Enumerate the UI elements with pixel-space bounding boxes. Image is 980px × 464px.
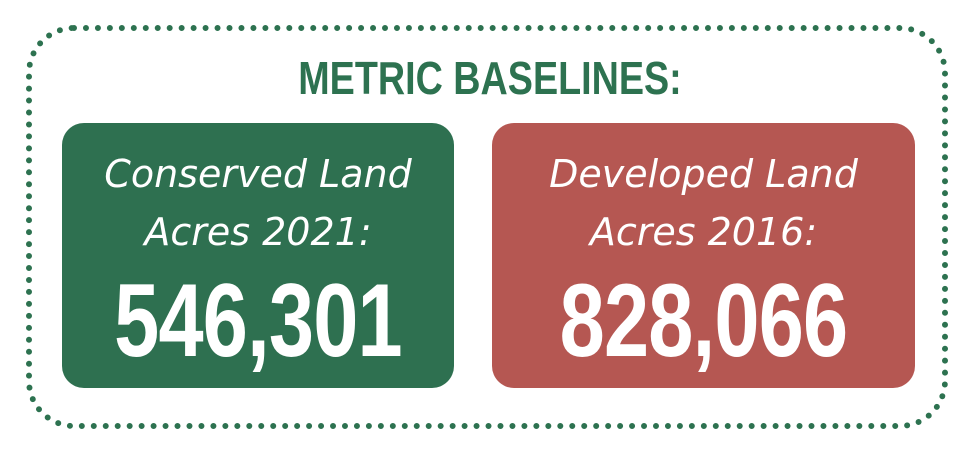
dotted-frame	[26, 25, 948, 429]
page-title: METRIC BASELINES:	[298, 52, 682, 104]
conserved-land-card: Conserved Land Acres 2021: 546,301	[62, 123, 454, 388]
conserved-land-value: 546,301	[114, 263, 403, 379]
conserved-land-label-line2: Acres 2021:	[144, 210, 372, 254]
developed-land-card: Developed Land Acres 2016: 828,066	[492, 123, 915, 388]
developed-land-label: Developed Land Acres 2016:	[492, 145, 915, 261]
developed-land-value: 828,066	[559, 263, 849, 379]
developed-land-label-line2: Acres 2016:	[589, 210, 818, 254]
conserved-land-label-line1: Conserved Land	[104, 152, 412, 196]
conserved-land-label: Conserved Land Acres 2021:	[62, 145, 454, 261]
developed-land-label-line1: Developed Land	[549, 152, 858, 196]
